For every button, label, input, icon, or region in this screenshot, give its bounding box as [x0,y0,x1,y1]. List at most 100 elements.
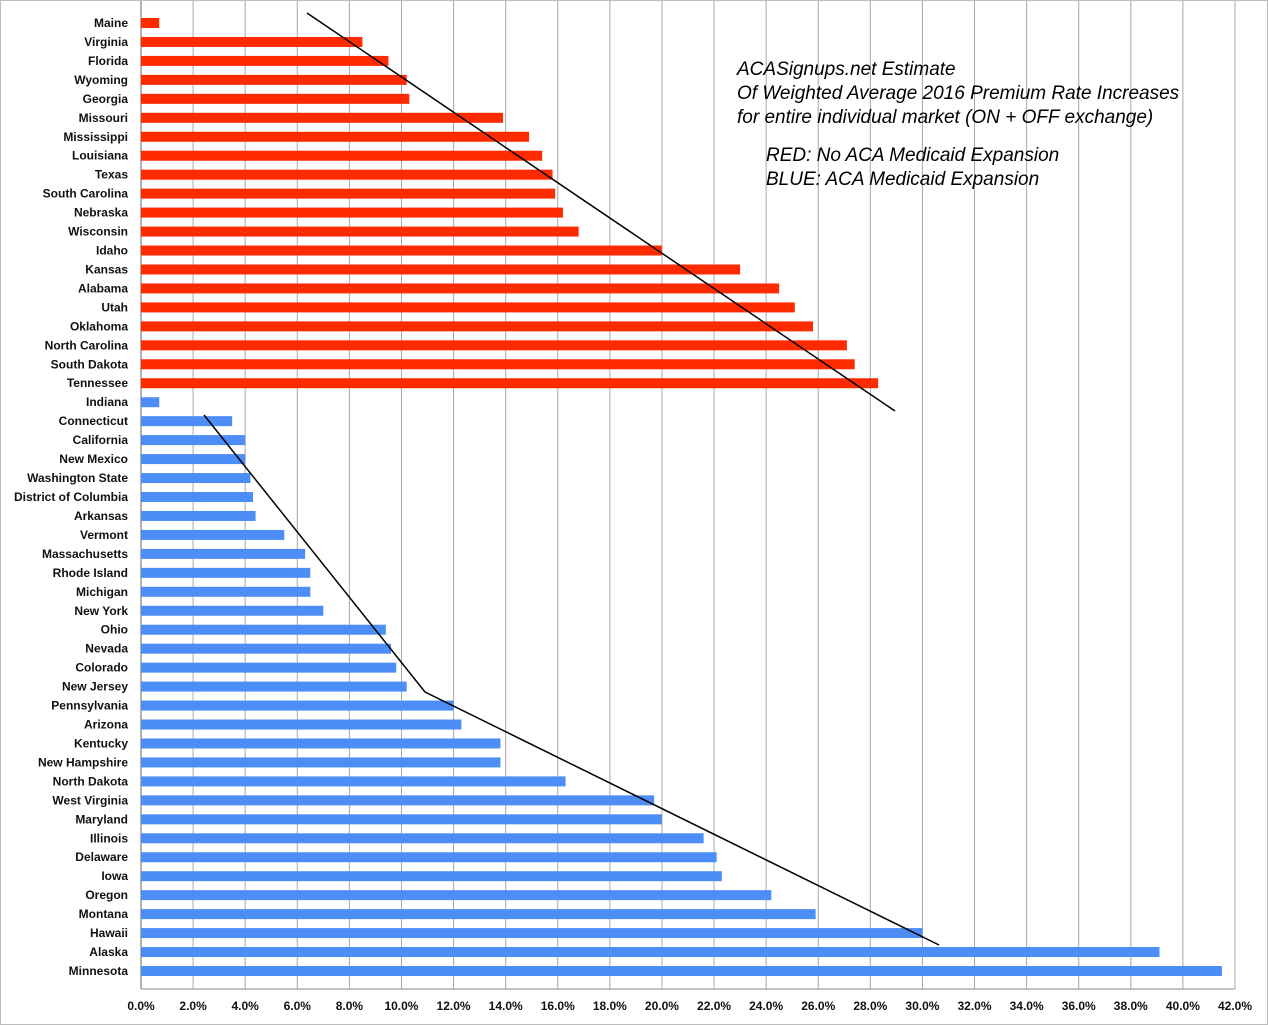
category-label: Iowa [101,869,128,883]
legend-red: RED: No ACA Medicaid Expansion [766,145,1060,166]
category-label: Minnesota [69,964,129,978]
title-line: for entire individual market (ON + OFF e… [737,107,1154,128]
bar-minnesota [141,966,1222,976]
bar-kansas [141,264,741,275]
category-label: Utah [101,300,128,314]
bar-connecticut [141,416,233,427]
title-line: ACASignups.net Estimate [737,59,956,80]
x-tick-label: 42.0% [1218,999,1252,1013]
legend-blue: BLUE: ACA Medicaid Expansion [766,169,1040,190]
bar-west-virginia [141,795,655,806]
bar-oregon [141,890,772,901]
category-label: Colorado [75,661,128,675]
category-label: Hawaii [90,926,128,940]
bar-idaho [141,245,662,256]
x-tick-label: 38.0% [1114,999,1148,1013]
x-tick-label: 34.0% [1010,999,1044,1013]
category-label: Ohio [101,623,128,637]
bar-utah [141,302,795,313]
category-label: Kentucky [74,736,128,750]
category-label: Delaware [75,850,128,864]
bar-michigan [141,586,311,597]
category-label: Arizona [84,718,128,732]
category-label: Oregon [85,888,128,902]
category-label: Vermont [80,528,128,542]
bar-maine [141,18,160,28]
category-label: Georgia [83,92,129,106]
category-label: Alaska [89,945,128,959]
x-tick-label: 14.0% [489,999,523,1013]
bar-nevada [141,643,392,654]
legend: RED: No ACA Medicaid Expansion BLUE: ACA… [766,144,1059,192]
x-tick-label: 40.0% [1166,999,1200,1013]
bar-new-jersey [141,681,407,692]
category-label: North Dakota [53,774,129,788]
category-label: Illinois [90,831,128,845]
x-tick-label: 8.0% [336,999,364,1013]
x-tick-label: 30.0% [905,999,939,1013]
category-label: Wyoming [74,73,128,87]
bar-washington-state [141,473,251,484]
bar-new-mexico [141,454,246,465]
x-tick-label: 12.0% [437,999,471,1013]
bar-alaska [141,947,1160,958]
category-label: District of Columbia [14,490,128,504]
category-label: Washington State [27,471,128,485]
bar-new-hampshire [141,757,501,768]
bar-alabama [141,283,780,294]
category-label: Virginia [84,35,128,49]
category-label: New Hampshire [38,755,128,769]
x-tick-label: 20.0% [645,999,679,1013]
category-label: Arkansas [74,509,128,523]
x-tick-label: 32.0% [958,999,992,1013]
category-label: South Dakota [51,357,129,371]
bar-ohio [141,624,386,635]
bar-iowa [141,871,722,882]
category-label: Michigan [76,585,128,599]
x-tick-label: 4.0% [232,999,260,1013]
bar-montana [141,909,816,920]
category-label: South Carolina [43,187,129,201]
x-tick-label: 0.0% [127,999,155,1013]
category-label: California [73,433,129,447]
category-label: Rhode Island [53,566,128,580]
category-label: Oklahoma [70,319,128,333]
category-label: Alabama [78,281,128,295]
category-label: Massachusetts [42,547,128,561]
bar-wyoming [141,74,407,85]
category-label: Idaho [96,244,128,258]
x-tick-label: 18.0% [593,999,627,1013]
bar-georgia [141,93,410,104]
category-label: Maryland [75,812,128,826]
category-label: Kansas [85,262,128,276]
x-tick-label: 16.0% [541,999,575,1013]
bar-missouri [141,112,504,123]
category-label: Mississippi [63,130,128,144]
bar-oklahoma [141,321,814,332]
bar-arkansas [141,510,256,521]
category-label: Missouri [79,111,128,125]
bar-wisconsin [141,226,579,237]
bar-texas [141,169,553,180]
x-tick-label: 28.0% [853,999,887,1013]
category-label: Maine [94,16,128,30]
category-label: Louisiana [72,149,128,163]
category-label: North Carolina [45,338,129,352]
bar-nebraska [141,207,563,218]
chart-title: ACASignups.net Estimate Of Weighted Aver… [737,58,1179,130]
bar-south-dakota [141,359,855,370]
category-label: West Virginia [52,793,128,807]
bar-pennsylvania [141,700,454,711]
x-tick-label: 22.0% [697,999,731,1013]
category-label: Pennsylvania [51,699,128,713]
category-label: New Jersey [62,680,128,694]
bar-district-of-columbia [141,492,254,502]
x-tick-label: 26.0% [801,999,835,1013]
category-label: New York [74,604,128,618]
category-label: Nebraska [74,206,128,220]
category-label: Florida [88,54,128,68]
bar-indiana [141,397,160,408]
bar-maryland [141,814,662,825]
